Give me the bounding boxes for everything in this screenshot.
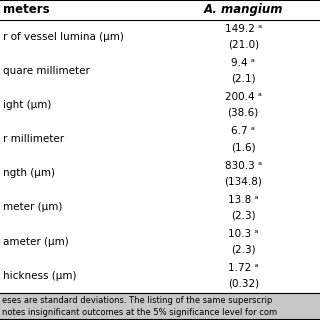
Text: notes insignificant outcomes at the 5% significance level for com: notes insignificant outcomes at the 5% s… bbox=[2, 308, 277, 317]
Text: r millimeter: r millimeter bbox=[3, 134, 64, 144]
Text: ight (μm): ight (μm) bbox=[3, 100, 52, 110]
Text: quare millimeter: quare millimeter bbox=[3, 66, 90, 76]
Text: r of vessel lumina (μm): r of vessel lumina (μm) bbox=[3, 32, 124, 42]
Text: meters: meters bbox=[3, 4, 50, 16]
Text: (134.8): (134.8) bbox=[224, 176, 262, 186]
Text: (2.3): (2.3) bbox=[231, 210, 255, 220]
Text: (2.3): (2.3) bbox=[231, 244, 255, 254]
Text: ngth (μm): ngth (μm) bbox=[3, 168, 55, 178]
Text: (1.6): (1.6) bbox=[231, 142, 255, 152]
Text: meter (μm): meter (μm) bbox=[3, 203, 63, 212]
Text: ameter (μm): ameter (μm) bbox=[3, 236, 69, 247]
Text: 13.8 ᵃ: 13.8 ᵃ bbox=[228, 195, 259, 205]
Text: A. mangium: A. mangium bbox=[204, 4, 283, 16]
Text: 9.4 ᵃ: 9.4 ᵃ bbox=[231, 58, 255, 68]
Text: 1.72 ᵃ: 1.72 ᵃ bbox=[228, 263, 259, 273]
Text: 830.3 ᵃ: 830.3 ᵃ bbox=[225, 161, 262, 171]
Text: hickness (μm): hickness (μm) bbox=[3, 271, 77, 281]
Text: 10.3 ᵃ: 10.3 ᵃ bbox=[228, 229, 258, 239]
Bar bbox=[0, 293, 320, 320]
Text: (0.32): (0.32) bbox=[228, 279, 259, 289]
Text: (21.0): (21.0) bbox=[228, 40, 259, 50]
Text: 6.7 ᵃ: 6.7 ᵃ bbox=[231, 126, 255, 136]
Text: (2.1): (2.1) bbox=[231, 74, 255, 84]
Text: (38.6): (38.6) bbox=[228, 108, 259, 118]
Text: 200.4 ᵃ: 200.4 ᵃ bbox=[225, 92, 262, 102]
Text: eses are standard deviations. The listing of the same superscrip: eses are standard deviations. The listin… bbox=[2, 296, 272, 305]
Text: 149.2 ᵃ: 149.2 ᵃ bbox=[225, 24, 262, 34]
